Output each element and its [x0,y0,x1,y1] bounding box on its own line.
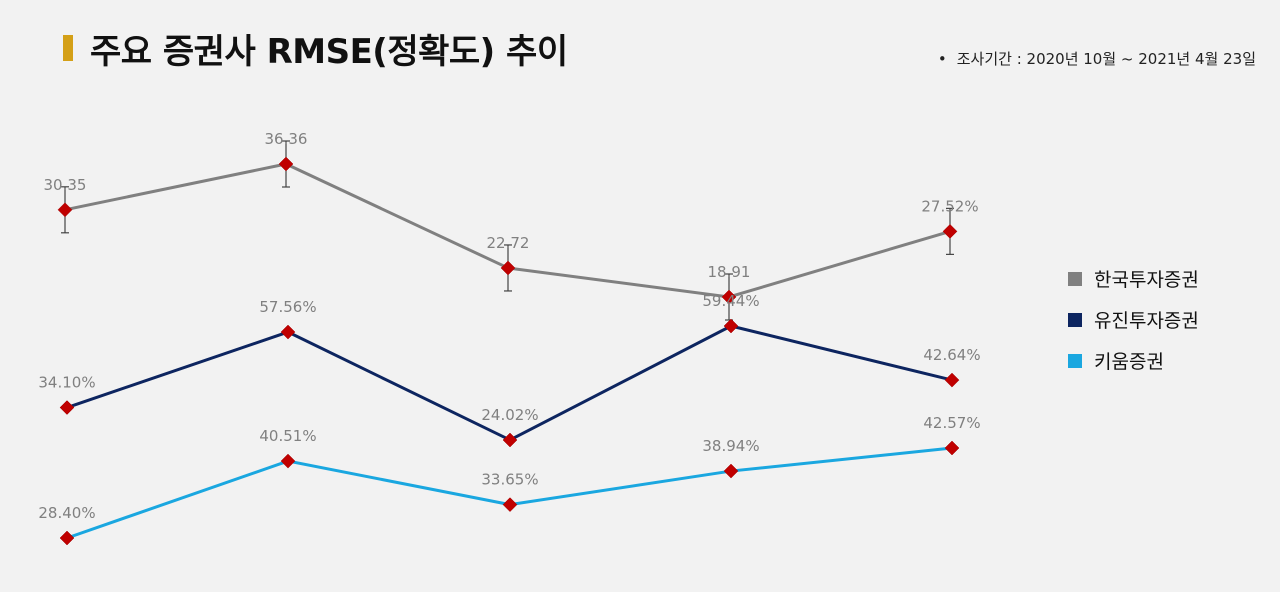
marker-0-0 [57,202,73,218]
legend-item-0: 한국투자증권 [1068,258,1199,299]
legend: 한국투자증권 유진투자증권 키움증권 [1068,258,1199,381]
data-label-2-4: 42.57% [923,414,980,432]
marker-1-4 [944,372,960,388]
series-line-2 [66,446,953,540]
data-label-2-2: 33.65% [481,471,538,489]
data-label-1-1: 57.56% [259,298,316,316]
period-bullet: • [937,50,947,68]
data-label-0-4: 27.52% [921,197,978,215]
survey-period: • 조사기간 : 2020년 10월 ~ 2021년 4월 23일 [938,48,1256,69]
data-label-2-0: 28.40% [38,504,95,522]
marker-2-0 [59,530,75,546]
marker-0-4 [942,224,958,239]
legend-swatch-0 [1068,271,1082,286]
data-label-0-3: 18.91 [708,263,751,281]
data-label-0-0: 30.35 [44,176,87,194]
legend-swatch-1 [1068,312,1082,327]
marker-1-0 [59,400,75,415]
data-label-1-0: 34.10% [38,374,95,392]
data-label-1-2: 24.02% [481,406,538,424]
marker-2-2 [502,497,518,513]
marker-0-3 [721,289,737,305]
page-title: 주요 증권사 RMSE(정확도) 추이 [90,32,568,72]
marker-2-1 [280,453,296,469]
title-accent-bar [63,35,73,61]
marker-1-1 [280,324,296,340]
data-label-0-1: 36.36 [265,130,308,148]
data-label-2-1: 40.51% [259,427,316,445]
data-label-1-3: 59.44% [702,292,759,310]
legend-item-2: 키움증권 [1068,340,1199,381]
legend-label-2: 키움증권 [1094,351,1164,373]
legend-label-1: 유진투자증권 [1094,310,1199,332]
data-label-2-3: 38.94% [702,437,759,455]
data-label-0-2: 22.72 [487,234,530,252]
legend-item-1: 유진투자증권 [1068,299,1199,340]
marker-2-4 [944,440,960,456]
marker-0-1 [278,156,294,172]
marker-1-2 [502,432,518,448]
data-label-1-4: 42.64% [923,346,980,364]
marker-1-3 [723,318,739,334]
period-text: 조사기간 : 2020년 10월 ~ 2021년 4월 23일 [956,50,1256,68]
legend-swatch-2 [1068,353,1082,368]
legend-label-0: 한국투자증권 [1094,269,1199,291]
marker-0-2 [500,260,516,276]
marker-2-3 [723,463,739,479]
